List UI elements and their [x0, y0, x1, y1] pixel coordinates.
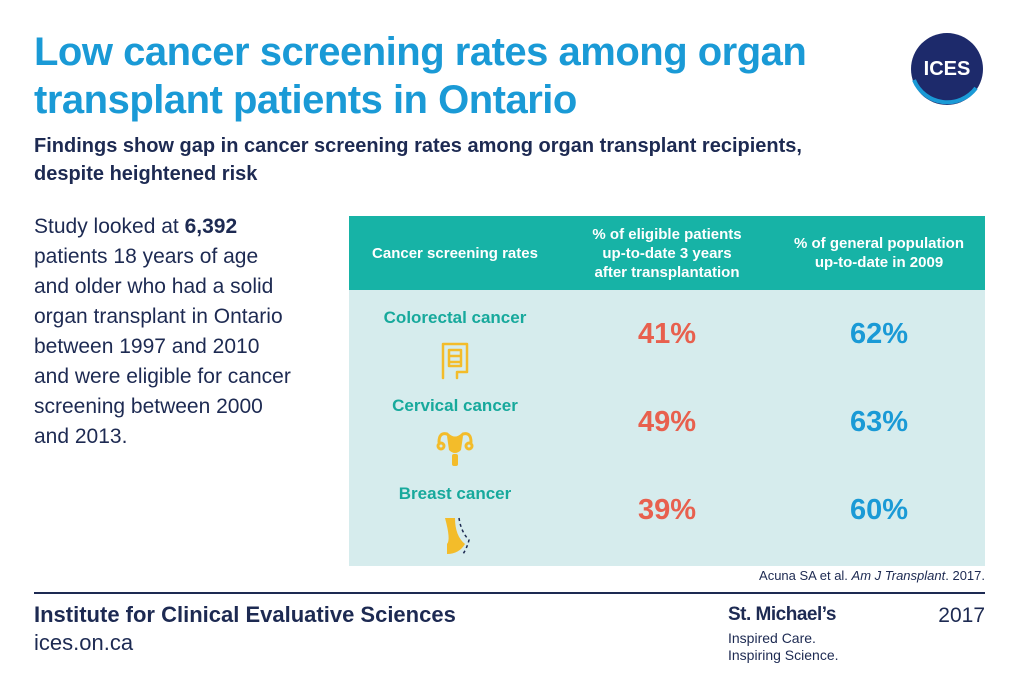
publication-year: 2017	[938, 604, 985, 627]
breast-icon	[445, 517, 470, 555]
general-rate: 62%	[849, 318, 909, 350]
page-title: Low cancer screening rates among organ t…	[34, 28, 874, 124]
general-rate: 60%	[849, 494, 909, 526]
subtitle-line: despite heightened risk	[34, 163, 258, 185]
citation: Acuna SA et al. Am J Transplant. 2017.	[560, 568, 985, 583]
transplant-rate: 49%	[637, 406, 697, 438]
row-label: Colorectal cancer	[383, 308, 527, 327]
row-label: Cervical cancer	[392, 396, 518, 415]
general-rate: 63%	[849, 406, 909, 438]
intro-line: and older who had a solid	[34, 275, 274, 298]
uterus-icon	[436, 432, 474, 466]
footer-divider	[34, 592, 985, 594]
partner-tagline: Inspired Care. Inspiring Science.	[728, 630, 839, 663]
page-subtitle: Findings show gap in cancer screening ra…	[34, 132, 894, 188]
citation-journal: Am J Transplant	[851, 568, 946, 583]
header-general-population: % of general population up-to-date in 20…	[793, 235, 964, 271]
intro-line: screening between 2000	[34, 395, 263, 418]
intestine-icon	[441, 342, 469, 380]
partner-logo-name: St. Michael’s	[728, 604, 836, 625]
transplant-rate: 41%	[637, 318, 697, 350]
row-label: Breast cancer	[398, 484, 512, 503]
header-cancer-type: Cancer screening rates	[372, 244, 538, 262]
institute-name: Institute for Clinical Evaluative Scienc…	[34, 602, 456, 627]
transplant-rate: 39%	[637, 494, 697, 526]
table-row: Cervical cancer 49% 63%	[349, 396, 985, 484]
citation-year: . 2017.	[945, 568, 985, 583]
header-transplant-patients: % of eligible patients up-to-date 3 year…	[592, 225, 742, 281]
table-header: Cancer screening rates % of eligible pat…	[349, 216, 985, 290]
ices-logo-text: ICES	[923, 58, 971, 80]
ices-logo-circle	[908, 30, 986, 108]
citation-authors: Acuna SA et al.	[759, 568, 852, 583]
intro-line: and were eligible for cancer	[34, 365, 291, 388]
study-description: Study looked at 6,392 patients 18 years …	[34, 212, 334, 452]
patient-count: 6,392	[184, 215, 238, 238]
table-row: Colorectal cancer 41% 62%	[349, 308, 985, 396]
title-line: transplant patients in Ontario	[34, 78, 577, 122]
website-link[interactable]: ices.on.ca	[34, 630, 134, 655]
intro-line: patients 18 years of age	[34, 245, 259, 268]
subtitle-line: Findings show gap in cancer screening ra…	[34, 135, 802, 157]
intro-line: and 2013.	[34, 425, 128, 448]
intro-line: Study looked at 6,392	[34, 215, 238, 238]
screening-rates-table: Cancer screening rates % of eligible pat…	[349, 216, 985, 566]
intro-line: organ transplant in Ontario	[34, 305, 283, 328]
intro-line: between 1997 and 2010	[34, 335, 260, 358]
ices-logo: ICES	[906, 28, 988, 110]
table-row: Breast cancer 39% 60%	[349, 484, 985, 572]
title-line: Low cancer screening rates among organ	[34, 30, 807, 74]
